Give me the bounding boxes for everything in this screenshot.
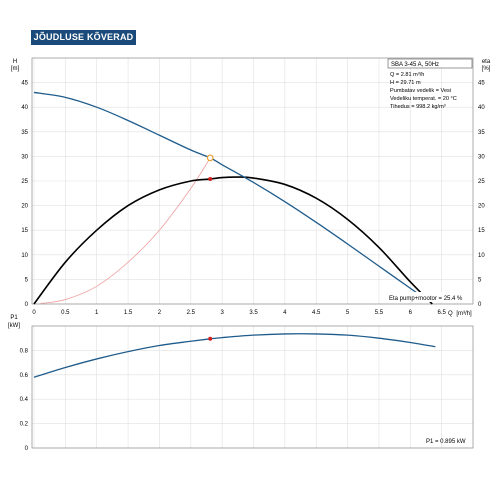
info-box-line: Q = 2.81 m³/h — [390, 72, 424, 78]
top-x-tick-label: 2 — [158, 310, 162, 316]
bottom-y-tick-label: 0.8 — [20, 348, 29, 354]
top-x-tick-label: 3 — [220, 310, 224, 316]
p1-curve — [33, 333, 436, 378]
chart-title-banner: JÕUDLUSE KÕVERAD — [31, 30, 136, 45]
top-x-axis-unit: [m³/h] — [456, 311, 472, 317]
bottom-y-axis-label: P1 — [10, 315, 18, 321]
info-box-line: Pumbatav vedelik = Vesi — [390, 88, 451, 94]
duty-point-marker — [206, 154, 214, 162]
top-x-tick-label: 5 — [346, 310, 350, 316]
top-chart-grid — [32, 58, 473, 305]
p1-annotation: P1 = 0.895 kW — [426, 439, 466, 445]
info-box-model-frame — [387, 58, 473, 69]
top-x-tick-label: 0.5 — [61, 310, 70, 316]
top-y2-tick-label: 35 — [478, 130, 485, 136]
info-box-line: Tihedus = 998.2 kg/m³ — [390, 104, 446, 110]
top-y2-axis-label: eta — [482, 59, 491, 65]
top-y2-tick-labels: 0 5 10 15 20 25 30 35 40 45 — [478, 81, 485, 308]
bottom-plot-frame — [31, 325, 474, 449]
top-x-tick-label: 1 — [95, 310, 99, 316]
top-y-axis-unit: [m] — [11, 66, 20, 72]
top-x-tick-label: 6 — [409, 310, 413, 316]
top-y-tick-label: 40 — [21, 105, 28, 111]
qh-curve — [33, 91, 427, 300]
bottom-chart-grid — [32, 326, 473, 449]
top-y-tick-label: 20 — [21, 204, 28, 210]
top-x-axis-label: Q [m³/h] — [448, 311, 472, 317]
top-x-tick-label: 2.5 — [187, 310, 196, 316]
top-y-tick-label: 30 — [21, 154, 28, 160]
top-x-axis-name: Q — [448, 311, 453, 317]
top-y2-tick-label: 20 — [478, 204, 485, 210]
top-x-tick-label: 0 — [32, 310, 36, 316]
top-y2-tick-label: 5 — [478, 277, 482, 283]
top-y2-tick-label: 15 — [478, 228, 485, 234]
top-x-tick-label: 5.5 — [375, 310, 384, 316]
bottom-y-tick-label: 0.2 — [20, 422, 29, 428]
top-y2-tick-label: 40 — [478, 105, 485, 111]
info-box-line: Vedeliku temperat. = 20 °C — [390, 96, 457, 102]
top-x-tick-label: 6.5 — [437, 310, 446, 316]
top-x-tick-label: 4.5 — [312, 310, 321, 316]
info-box-model: SBA 3-45 A, 50Hz — [391, 62, 439, 68]
eta-annotation-frame — [387, 292, 472, 302]
bottom-y-tick-label: 0.6 — [20, 373, 29, 379]
top-x-tick-label: 1.5 — [124, 310, 133, 316]
p1-point-marker — [208, 336, 213, 341]
eta-point-marker — [208, 177, 213, 182]
top-y-tick-label: 10 — [21, 253, 28, 259]
bottom-y-axis-unit: [kW] — [8, 323, 20, 329]
top-y-tick-labels: 0 5 10 15 20 25 30 35 40 45 — [21, 81, 28, 308]
top-y-tick-label: 0 — [25, 302, 29, 308]
system-curve — [40, 157, 211, 304]
eta-annotation: Eta pump+mootor = 25.4 % — [389, 296, 463, 302]
top-y-tick-label: 5 — [25, 277, 29, 283]
top-y2-tick-label: 10 — [478, 253, 485, 259]
top-y-tick-label: 25 — [21, 179, 28, 185]
top-y-tick-label: 35 — [21, 130, 28, 136]
info-box-line: H = 29.71 m — [390, 80, 421, 86]
top-y-tick-label: 15 — [21, 228, 28, 234]
top-y2-tick-label: 45 — [478, 81, 485, 87]
top-x-tick-label: 4 — [283, 310, 287, 316]
top-plot-frame — [31, 57, 474, 305]
top-y2-axis-unit: [%] — [482, 66, 491, 72]
top-y-tick-label: 45 — [21, 81, 28, 87]
top-y2-tick-label: 30 — [478, 154, 485, 160]
bottom-y-tick-label: 0 — [25, 446, 29, 452]
top-x-tick-label: 3.5 — [249, 310, 258, 316]
bottom-y-tick-labels: 0 0.2 0.4 0.6 0.8 — [20, 348, 29, 452]
top-y2-tick-label: 25 — [478, 179, 485, 185]
eta-curve — [33, 176, 433, 305]
top-y-axis-label: H — [13, 59, 17, 65]
top-y2-tick-label: 0 — [478, 302, 482, 308]
top-x-tick-labels: 0 0.5 1 1.5 2 2.5 3 3.5 4 4.5 5 5.5 6 6.5 — [32, 310, 446, 316]
info-box: SBA 3-45 A, 50Hz Q = 2.81 m³/h H = 29.71… — [387, 58, 473, 110]
bottom-y-tick-label: 0.4 — [20, 397, 29, 403]
